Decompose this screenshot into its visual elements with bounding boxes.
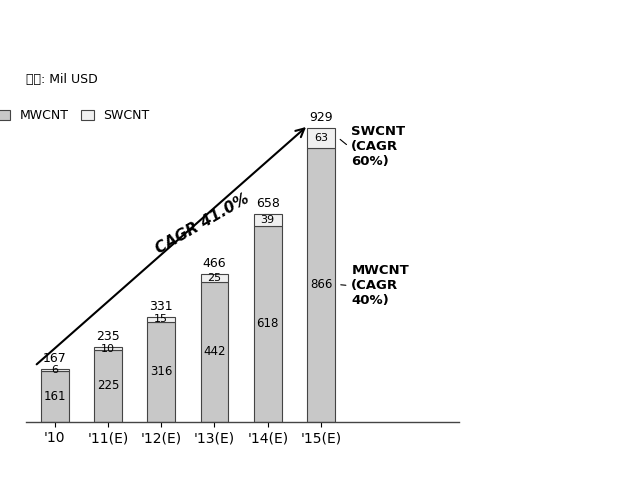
Text: 658: 658 xyxy=(256,196,279,210)
Text: 161: 161 xyxy=(43,389,66,402)
Bar xyxy=(41,371,69,422)
Bar xyxy=(307,128,335,148)
Text: MWCNT
(CAGR
40%): MWCNT (CAGR 40%) xyxy=(352,264,409,307)
Text: 866: 866 xyxy=(310,278,332,291)
Text: 15: 15 xyxy=(154,314,168,324)
Text: 25: 25 xyxy=(207,273,221,283)
Text: 225: 225 xyxy=(97,379,119,392)
Text: 39: 39 xyxy=(261,215,275,225)
Text: 167: 167 xyxy=(43,352,67,365)
Text: 235: 235 xyxy=(96,331,120,343)
Text: 단위: Mil USD: 단위: Mil USD xyxy=(26,73,97,86)
Bar xyxy=(307,148,335,422)
Text: 618: 618 xyxy=(256,317,279,331)
Text: 442: 442 xyxy=(204,345,226,358)
Text: SWCNT
(CAGR
60%): SWCNT (CAGR 60%) xyxy=(352,125,405,168)
Bar xyxy=(147,317,175,321)
Text: 466: 466 xyxy=(203,257,226,270)
Bar xyxy=(201,274,228,282)
Bar xyxy=(147,321,175,422)
Text: 316: 316 xyxy=(150,365,172,378)
Bar xyxy=(201,282,228,422)
Bar xyxy=(254,226,281,422)
Text: 10: 10 xyxy=(101,344,115,354)
Bar xyxy=(94,347,122,350)
Bar xyxy=(41,369,69,371)
Text: 331: 331 xyxy=(149,300,173,313)
Legend: MWCNT, SWCNT: MWCNT, SWCNT xyxy=(0,109,150,122)
Text: 63: 63 xyxy=(314,133,328,143)
Text: 929: 929 xyxy=(309,111,333,124)
Bar xyxy=(254,214,281,226)
Text: CAGR 41.0%: CAGR 41.0% xyxy=(153,191,252,257)
Bar xyxy=(94,350,122,422)
Text: 6: 6 xyxy=(51,365,58,375)
